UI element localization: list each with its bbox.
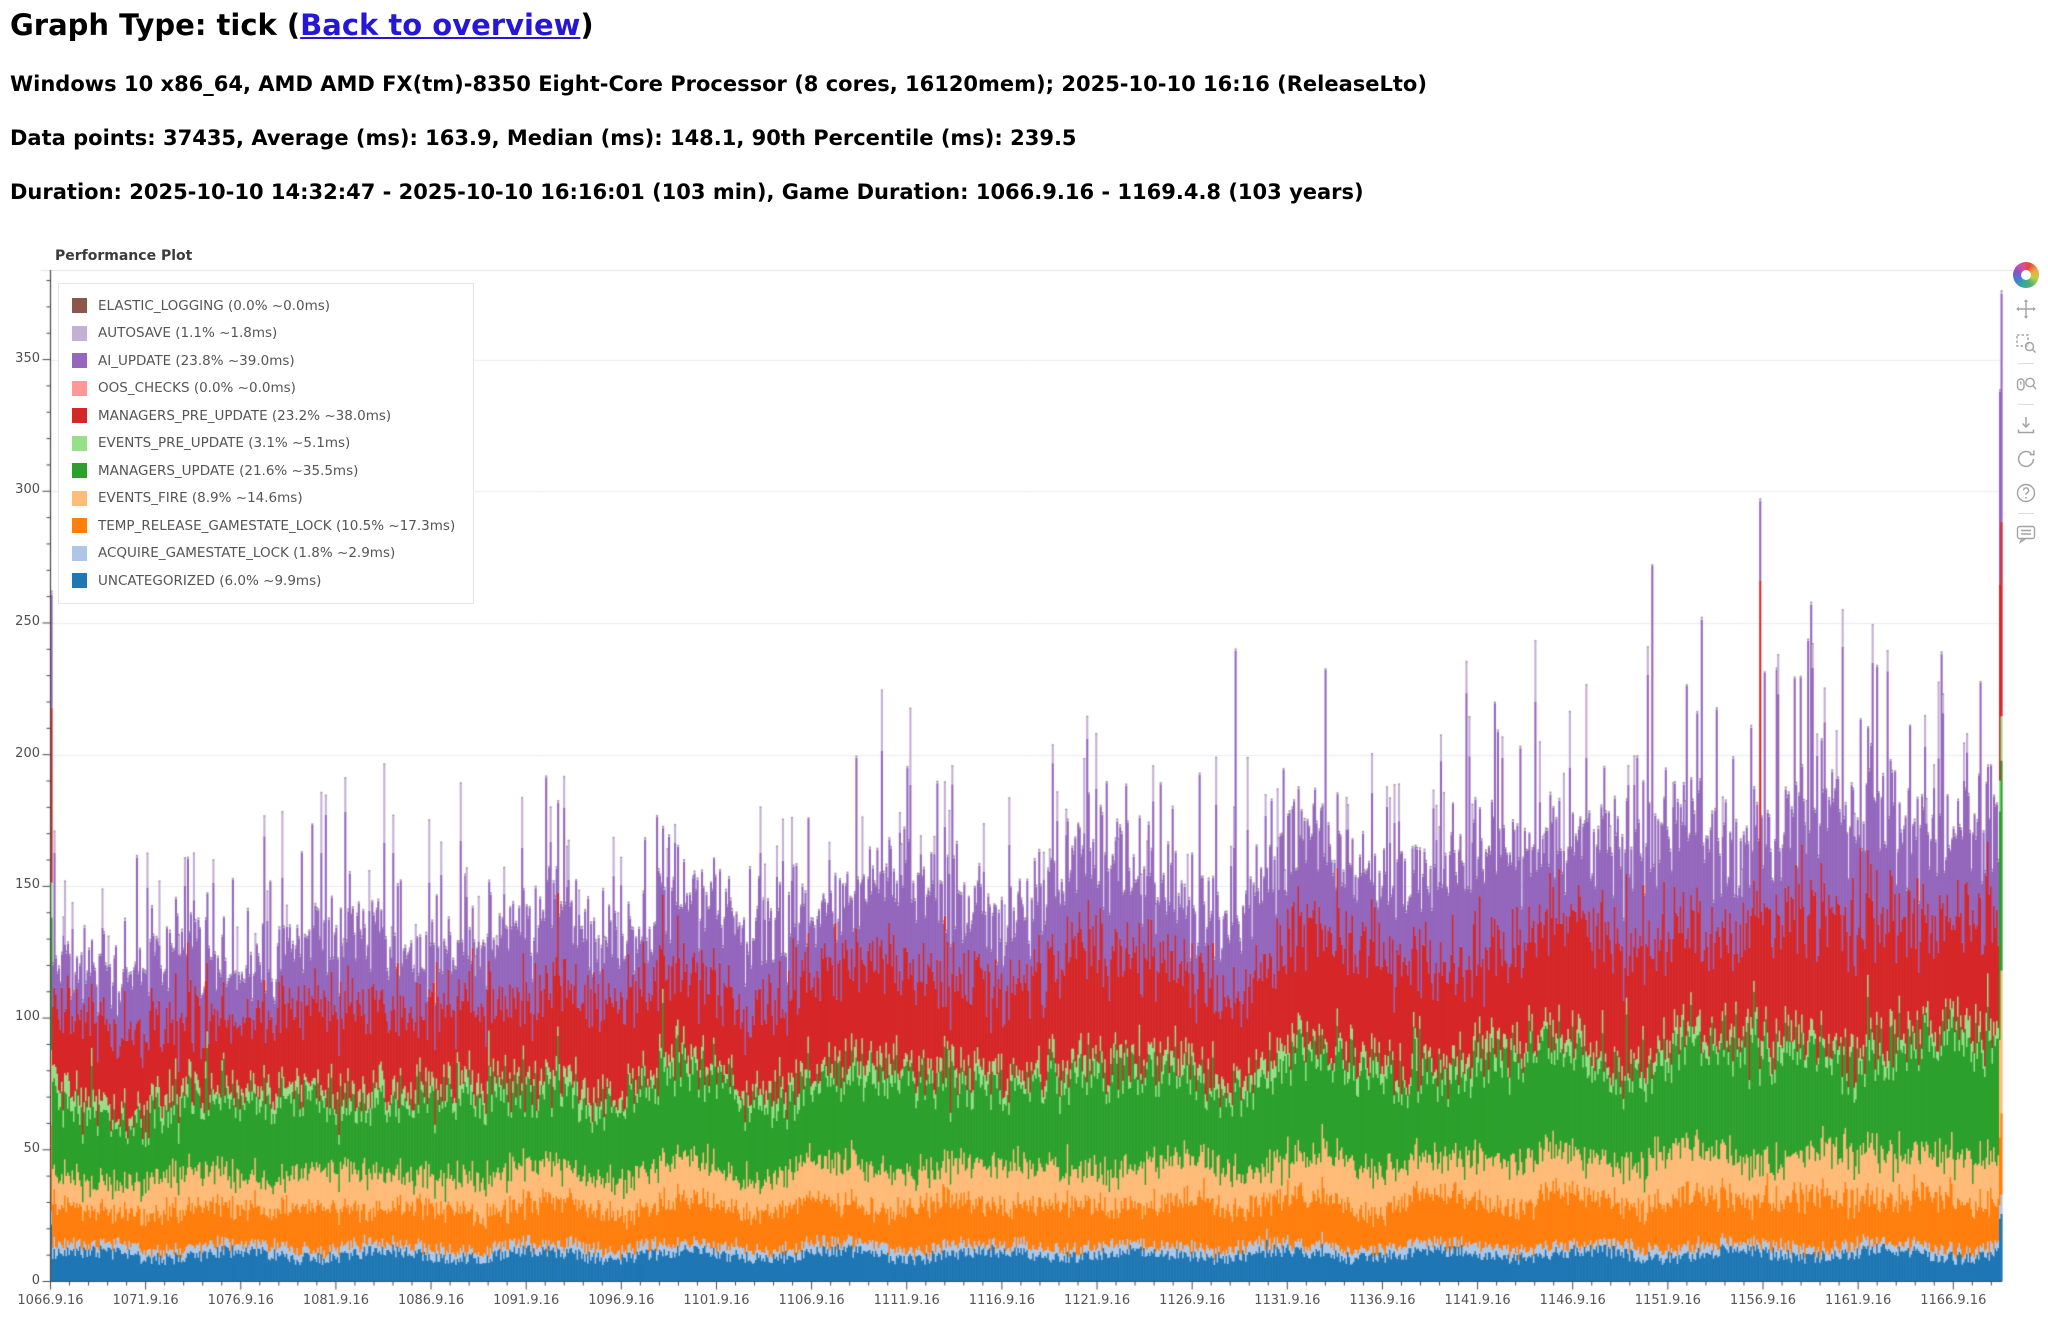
legend-label: ACQUIRE_GAMESTATE_LOCK (1.8% ~2.9ms) bbox=[98, 545, 396, 562]
legend-item: ACQUIRE_GAMESTATE_LOCK (1.8% ~2.9ms) bbox=[59, 540, 473, 568]
legend-item: AI_UPDATE (23.8% ~39.0ms) bbox=[59, 347, 473, 375]
legend-item: MANAGERS_PRE_UPDATE (23.2% ~38.0ms) bbox=[59, 402, 473, 430]
toolbar-divider bbox=[2018, 513, 2034, 514]
x-tick-label: 1101.9.16 bbox=[683, 1293, 750, 1308]
y-tick-label: 150 bbox=[15, 877, 40, 893]
bokeh-logo-icon[interactable] bbox=[2013, 262, 2039, 288]
x-tick-label: 1076.9.16 bbox=[207, 1293, 274, 1308]
legend-label: EVENTS_FIRE (8.9% ~14.6ms) bbox=[98, 490, 303, 507]
legend-item: ELASTIC_LOGGING (0.0% ~0.0ms) bbox=[59, 292, 473, 320]
x-tick-label: 1146.9.16 bbox=[1539, 1293, 1606, 1308]
legend-swatch bbox=[72, 435, 87, 451]
toolbar bbox=[2008, 258, 2044, 551]
save-icon[interactable] bbox=[2013, 412, 2039, 438]
x-tick-label: 1156.9.16 bbox=[1729, 1293, 1797, 1308]
x-tick-label: 1126.9.16 bbox=[1159, 1293, 1226, 1308]
legend-label: TEMP_RELEASE_GAMESTATE_LOCK (10.5% ~17.3… bbox=[98, 517, 456, 534]
x-tick-label: 1136.9.16 bbox=[1349, 1293, 1416, 1308]
y-tick-label: 100 bbox=[15, 1009, 40, 1025]
x-tick-label: 1081.9.16 bbox=[302, 1293, 369, 1308]
wheel-zoom-tool-icon[interactable] bbox=[2013, 371, 2039, 397]
legend-label: AUTOSAVE (1.1% ~1.8ms) bbox=[98, 325, 278, 342]
legend-swatch bbox=[72, 545, 87, 561]
legend-label: UNCATEGORIZED (6.0% ~9.9ms) bbox=[98, 572, 322, 589]
x-tick-label: 1161.9.16 bbox=[1825, 1293, 1892, 1308]
y-tick-label: 0 bbox=[31, 1272, 40, 1288]
y-tick-label: 300 bbox=[15, 482, 40, 498]
legend-swatch bbox=[72, 490, 87, 506]
legend-label: MANAGERS_PRE_UPDATE (23.2% ~38.0ms) bbox=[98, 407, 392, 424]
legend-item: EVENTS_PRE_UPDATE (3.1% ~5.1ms) bbox=[59, 430, 473, 458]
stats-line: Data points: 37435, Average (ms): 163.9,… bbox=[10, 126, 1077, 150]
legend-swatch bbox=[72, 463, 87, 479]
help-icon[interactable] bbox=[2013, 480, 2039, 506]
graph-type-prefix: Graph Type: tick ( bbox=[10, 8, 301, 42]
y-tick-label: 250 bbox=[15, 613, 40, 629]
legend-label: OOS_CHECKS (0.0% ~0.0ms) bbox=[98, 380, 296, 397]
legend-item: UNCATEGORIZED (6.0% ~9.9ms) bbox=[59, 567, 473, 595]
legend-swatch bbox=[72, 573, 87, 589]
legend-item: EVENTS_FIRE (8.9% ~14.6ms) bbox=[59, 485, 473, 513]
system-info: Windows 10 x86_64, AMD AMD FX(tm)-8350 E… bbox=[10, 72, 1427, 96]
x-tick-label: 1141.9.16 bbox=[1444, 1293, 1511, 1308]
legend-swatch bbox=[72, 325, 87, 341]
pan-tool-icon[interactable] bbox=[2013, 296, 2039, 322]
x-tick-label: 1066.9.16 bbox=[17, 1293, 84, 1308]
legend-swatch bbox=[72, 380, 87, 396]
y-tick-label: 200 bbox=[15, 745, 40, 761]
reset-icon[interactable] bbox=[2013, 446, 2039, 472]
box-zoom-tool-icon[interactable] bbox=[2013, 330, 2039, 356]
legend-label: EVENTS_PRE_UPDATE (3.1% ~5.1ms) bbox=[98, 435, 351, 452]
legend-label: MANAGERS_UPDATE (21.6% ~35.5ms) bbox=[98, 462, 359, 479]
toolbar-divider bbox=[2018, 363, 2034, 364]
x-tick-label: 1071.9.16 bbox=[112, 1293, 179, 1308]
legend-item: AUTOSAVE (1.1% ~1.8ms) bbox=[59, 320, 473, 348]
duration-line: Duration: 2025-10-10 14:32:47 - 2025-10-… bbox=[10, 180, 1364, 204]
toolbar-divider bbox=[2018, 404, 2034, 405]
legend-item: TEMP_RELEASE_GAMESTATE_LOCK (10.5% ~17.3… bbox=[59, 512, 473, 540]
legend-label: ELASTIC_LOGGING (0.0% ~0.0ms) bbox=[98, 297, 331, 314]
x-tick-label: 1091.9.16 bbox=[493, 1293, 560, 1308]
legend-item: OOS_CHECKS (0.0% ~0.0ms) bbox=[59, 375, 473, 403]
legend: ELASTIC_LOGGING (0.0% ~0.0ms) AUTOSAVE (1… bbox=[58, 283, 474, 604]
legend-swatch bbox=[72, 298, 87, 314]
legend-swatch bbox=[72, 408, 87, 424]
x-tick-label: 1096.9.16 bbox=[588, 1293, 655, 1308]
plot-title: Performance Plot bbox=[55, 248, 193, 264]
x-tick-label: 1151.9.16 bbox=[1634, 1293, 1701, 1308]
performance-plot: Performance Plot 0 50 100 150 200 250 300 350 10… bbox=[0, 246, 2048, 1338]
hover-tool-icon[interactable] bbox=[2013, 521, 2039, 547]
y-tick-label: 350 bbox=[15, 350, 40, 366]
legend-swatch bbox=[72, 518, 87, 534]
x-tick-label: 1116.9.16 bbox=[968, 1293, 1035, 1308]
page-title: Graph Type: tick (Back to overview) bbox=[10, 0, 2048, 42]
y-tick-label: 50 bbox=[23, 1140, 40, 1156]
legend-swatch bbox=[72, 353, 87, 369]
x-tick-label: 1086.9.16 bbox=[397, 1293, 465, 1308]
x-tick-label: 1166.9.16 bbox=[1920, 1293, 1987, 1308]
x-tick-label: 1106.9.16 bbox=[778, 1293, 845, 1308]
x-tick-label: 1111.9.16 bbox=[873, 1293, 940, 1308]
graph-type-suffix: ) bbox=[580, 8, 594, 42]
legend-item: MANAGERS_UPDATE (21.6% ~35.5ms) bbox=[59, 457, 473, 485]
back-to-overview-link[interactable]: Back to overview bbox=[300, 8, 581, 42]
x-tick-label: 1121.9.16 bbox=[1063, 1293, 1131, 1308]
x-tick-label: 1131.9.16 bbox=[1254, 1293, 1321, 1308]
legend-label: AI_UPDATE (23.8% ~39.0ms) bbox=[98, 352, 295, 369]
